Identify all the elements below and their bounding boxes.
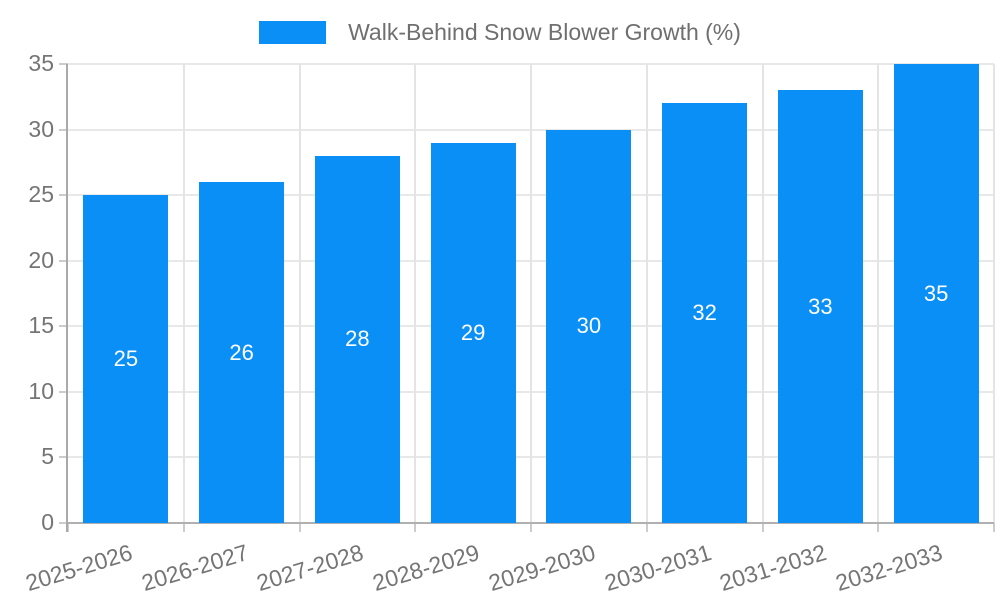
gridline-vertical xyxy=(761,64,764,523)
y-axis-line xyxy=(66,64,68,532)
y-tick-label: 30 xyxy=(28,115,54,142)
bar-value-label: 35 xyxy=(923,280,949,306)
y-axis-tick xyxy=(59,522,68,524)
x-axis-tick xyxy=(414,523,417,532)
x-axis-label: 2031-2032 xyxy=(716,539,830,597)
bar xyxy=(893,64,979,523)
y-tick-label: 15 xyxy=(28,312,54,339)
y-tick-label: 20 xyxy=(28,246,54,273)
y-axis-tick xyxy=(59,259,68,262)
x-axis-line xyxy=(68,522,994,524)
y-axis-tick xyxy=(59,63,68,65)
gridline-vertical xyxy=(414,64,417,523)
y-tick-label: 35 xyxy=(28,50,54,76)
x-axis-tick xyxy=(645,523,648,532)
bar-value-label: 26 xyxy=(229,339,254,365)
x-axis-label: 2025-2026 xyxy=(22,539,136,597)
x-axis-tick xyxy=(761,523,764,532)
gridline-vertical xyxy=(182,64,185,523)
bar-value-label: 33 xyxy=(808,293,833,319)
y-axis-tick xyxy=(59,456,68,459)
bar-value-label: 28 xyxy=(345,326,370,352)
y-tick-label: 5 xyxy=(41,443,54,470)
bar xyxy=(314,155,400,523)
y-tick-label: 25 xyxy=(28,181,54,208)
bar-value-label: 29 xyxy=(460,319,486,345)
y-tick-label: 0 xyxy=(41,509,54,535)
gridline-vertical xyxy=(993,64,995,523)
bar-value-label: 32 xyxy=(692,300,717,326)
bar xyxy=(662,103,748,523)
x-axis-label: 2030-2031 xyxy=(601,539,714,597)
x-axis-label: 2029-2030 xyxy=(485,539,599,597)
bar xyxy=(430,142,516,523)
x-axis-tick xyxy=(993,523,995,532)
bar xyxy=(777,90,863,523)
bar-value-label: 30 xyxy=(576,313,602,339)
gridline-vertical xyxy=(877,64,880,523)
legend-swatch xyxy=(259,20,327,44)
x-axis-tick xyxy=(67,523,69,532)
y-axis-tick xyxy=(59,194,68,197)
x-axis-label: 2027-2028 xyxy=(253,539,367,597)
bar xyxy=(199,182,285,523)
x-axis-tick xyxy=(530,523,532,532)
gridline-vertical xyxy=(298,64,301,523)
gridline-vertical xyxy=(645,64,648,523)
legend-label: Walk-Behind Snow Blower Growth (%) xyxy=(348,18,741,45)
gridline-vertical xyxy=(530,64,532,523)
legend: Walk-Behind Snow Blower Growth (%) xyxy=(0,18,1000,46)
x-axis-tick xyxy=(877,523,880,532)
x-axis-label: 2032-2033 xyxy=(832,539,946,597)
y-axis-tick xyxy=(59,325,68,328)
x-axis-tick xyxy=(298,523,301,532)
bar xyxy=(83,195,169,523)
bar-value-label: 25 xyxy=(113,346,139,372)
x-axis-tick xyxy=(182,523,185,532)
bar xyxy=(546,129,632,523)
x-axis-label: 2028-2029 xyxy=(369,539,483,597)
x-axis-label: 2026-2027 xyxy=(138,539,251,597)
y-axis-tick xyxy=(59,128,68,131)
y-tick-label: 10 xyxy=(28,377,54,404)
y-axis-tick xyxy=(59,390,68,393)
